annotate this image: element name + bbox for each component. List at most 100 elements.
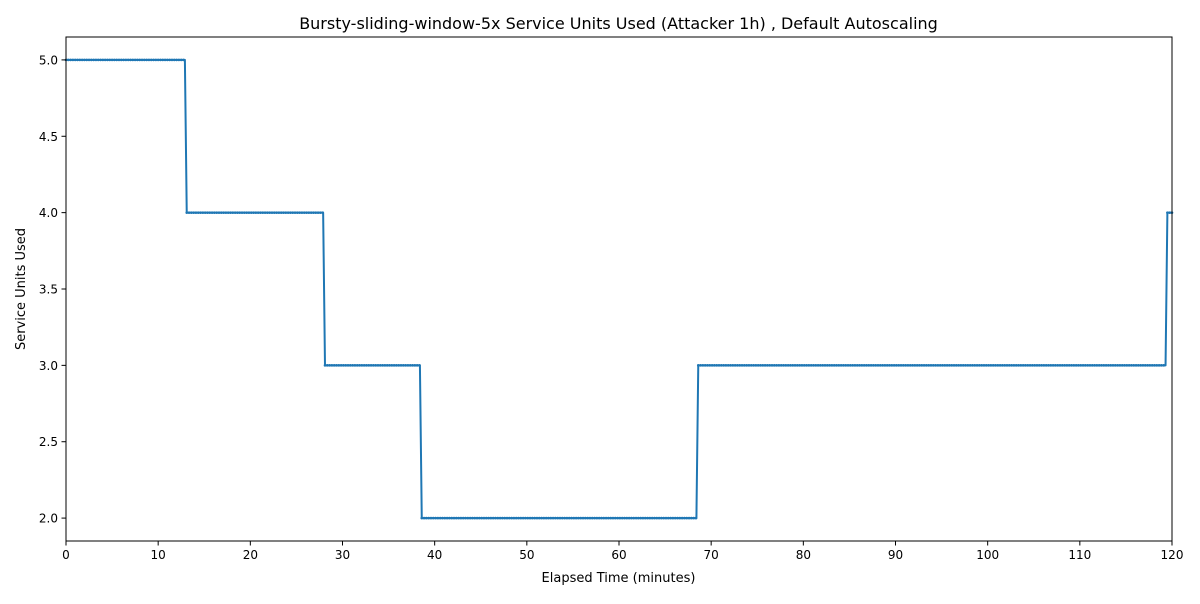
data-point bbox=[143, 58, 146, 62]
data-point bbox=[475, 516, 479, 520]
data-point bbox=[641, 516, 645, 520]
data-point bbox=[402, 364, 405, 367]
data-point bbox=[1093, 364, 1096, 367]
data-point bbox=[908, 364, 912, 367]
data-point bbox=[528, 516, 532, 520]
data-point bbox=[867, 364, 871, 367]
data-point bbox=[786, 364, 790, 367]
data-point bbox=[1090, 364, 1094, 367]
data-point bbox=[330, 364, 334, 367]
axes: 0 10 20 30 40 50 60 70 80 90 100 110 120 2.0 2.5 3.0 3.5… bbox=[39, 36, 1183, 562]
data-point bbox=[87, 58, 91, 62]
data-point bbox=[929, 364, 933, 367]
data-point bbox=[994, 364, 997, 367]
data-point bbox=[876, 364, 880, 367]
data-point bbox=[298, 211, 301, 214]
data-point bbox=[853, 364, 857, 367]
data-point bbox=[487, 516, 490, 520]
data-point bbox=[918, 364, 921, 367]
data-point bbox=[945, 364, 949, 367]
data-point bbox=[1116, 364, 1119, 367]
data-point bbox=[664, 516, 668, 520]
data-point bbox=[505, 516, 509, 520]
data-point bbox=[124, 58, 128, 62]
data-point bbox=[480, 516, 483, 520]
data-point bbox=[814, 364, 818, 367]
data-point bbox=[570, 516, 573, 520]
data-point bbox=[224, 211, 228, 214]
data-point bbox=[731, 364, 735, 367]
data-point bbox=[927, 364, 930, 367]
data-point bbox=[1072, 364, 1076, 367]
data-point bbox=[1109, 364, 1113, 367]
data-point bbox=[494, 516, 497, 520]
data-point bbox=[226, 211, 230, 214]
data-point bbox=[90, 58, 93, 62]
data-point bbox=[399, 364, 403, 367]
data-point bbox=[713, 364, 716, 367]
data-point bbox=[519, 516, 523, 520]
data-point bbox=[1100, 364, 1103, 367]
data-point bbox=[565, 516, 569, 520]
data-point bbox=[872, 364, 875, 367]
data-point bbox=[404, 364, 407, 367]
data-point bbox=[680, 516, 684, 520]
data-point bbox=[832, 364, 836, 367]
data-point bbox=[397, 364, 401, 367]
data-point bbox=[1051, 364, 1055, 367]
data-point bbox=[551, 516, 555, 520]
data-point bbox=[738, 364, 742, 367]
data-point bbox=[166, 58, 169, 62]
data-point bbox=[455, 516, 458, 520]
data-point bbox=[512, 516, 516, 520]
data-point bbox=[669, 516, 672, 520]
data-point bbox=[637, 516, 640, 520]
data-point bbox=[353, 364, 357, 367]
data-point bbox=[203, 211, 207, 214]
data-point bbox=[83, 58, 86, 62]
data-point bbox=[277, 211, 281, 214]
data-point bbox=[1003, 364, 1007, 367]
data-point bbox=[673, 516, 677, 520]
data-point bbox=[196, 211, 200, 214]
data-point bbox=[259, 211, 262, 214]
data-point bbox=[749, 364, 753, 367]
data-point bbox=[328, 364, 331, 367]
data-point bbox=[987, 364, 990, 367]
data-point bbox=[800, 364, 804, 367]
data-point bbox=[609, 516, 613, 520]
data-point bbox=[812, 364, 815, 367]
data-point bbox=[855, 364, 859, 367]
data-point bbox=[975, 364, 979, 367]
data-point bbox=[245, 211, 248, 214]
data-point bbox=[374, 364, 377, 367]
data-point bbox=[413, 364, 417, 367]
data-point bbox=[296, 211, 299, 214]
data-point bbox=[441, 516, 444, 520]
data-point bbox=[268, 211, 271, 214]
data-point bbox=[461, 516, 465, 520]
data-point bbox=[542, 516, 546, 520]
data-point bbox=[445, 516, 449, 520]
data-point bbox=[793, 364, 797, 367]
y-axis-label: Service Units Used bbox=[14, 228, 29, 350]
data-point bbox=[968, 364, 972, 367]
data-point bbox=[425, 516, 428, 520]
data-point bbox=[152, 58, 155, 62]
data-point bbox=[415, 364, 419, 367]
data-point bbox=[1024, 364, 1027, 367]
x-tick-label: 10 bbox=[151, 548, 166, 562]
data-point bbox=[892, 364, 896, 367]
data-point bbox=[729, 364, 732, 367]
data-point bbox=[1026, 364, 1030, 367]
data-point bbox=[657, 516, 661, 520]
data-point bbox=[67, 58, 70, 62]
data-point bbox=[869, 364, 873, 367]
data-point bbox=[117, 58, 121, 62]
data-point bbox=[745, 364, 748, 367]
data-point bbox=[210, 211, 214, 214]
data-point bbox=[300, 211, 304, 214]
data-point bbox=[450, 516, 454, 520]
data-point bbox=[798, 364, 801, 367]
data-point bbox=[351, 364, 354, 367]
